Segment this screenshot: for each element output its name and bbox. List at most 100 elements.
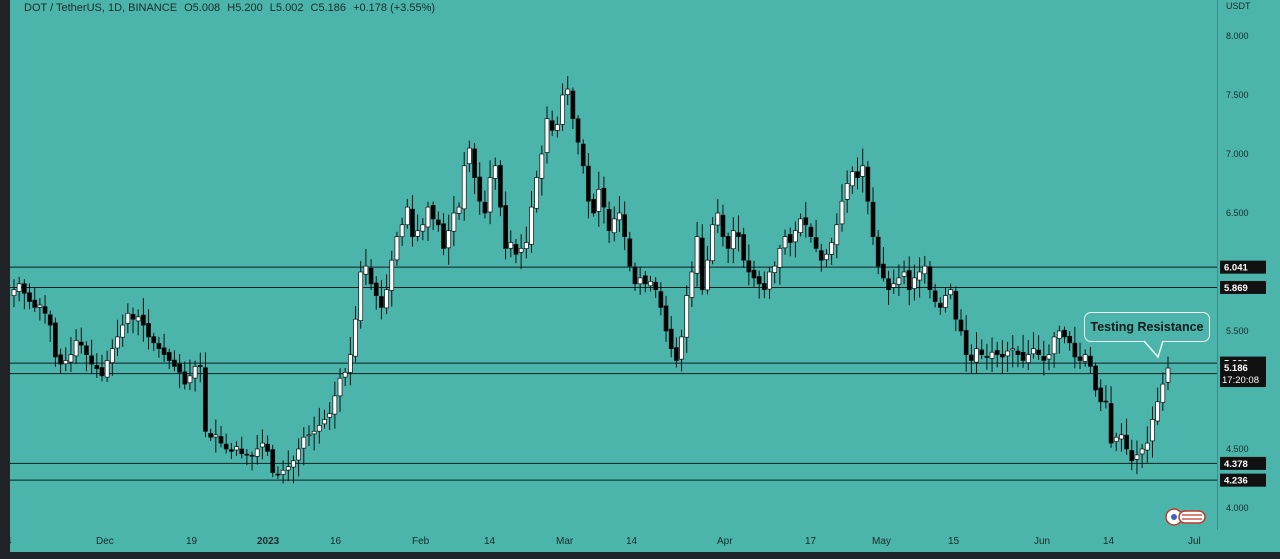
candle-body-up bbox=[534, 177, 540, 209]
candle-165 bbox=[865, 161, 871, 215]
date-tick-11: May bbox=[872, 536, 891, 547]
candle-32 bbox=[177, 354, 182, 389]
candle-body-up bbox=[689, 271, 695, 298]
candle-42 bbox=[228, 442, 234, 460]
candle-24 bbox=[135, 309, 141, 336]
candle-body-down bbox=[580, 143, 586, 167]
candle-body-down bbox=[953, 290, 959, 320]
candle-body-up bbox=[389, 259, 395, 291]
candle-body-down bbox=[498, 165, 503, 208]
candle-body-down bbox=[1015, 350, 1021, 355]
candle-body-up bbox=[596, 189, 602, 212]
candle-5 bbox=[37, 298, 43, 321]
candle-82 bbox=[435, 211, 441, 232]
date-tick-7: Mar bbox=[556, 536, 574, 547]
candle-body-down bbox=[674, 347, 679, 361]
candle-body-down bbox=[32, 299, 38, 308]
candle-body-up bbox=[394, 236, 400, 261]
candle-84 bbox=[446, 214, 452, 265]
level-label-bg bbox=[1220, 280, 1266, 294]
candle-body-down bbox=[932, 290, 938, 302]
candle-49 bbox=[265, 435, 270, 456]
candle-151 bbox=[793, 221, 798, 258]
candle-body-down bbox=[218, 436, 224, 444]
candle-body-up bbox=[115, 336, 120, 349]
candle-190 bbox=[994, 341, 1000, 368]
candle-body-down bbox=[1062, 329, 1067, 338]
candle-body-up bbox=[311, 430, 317, 435]
candle-119 bbox=[627, 231, 633, 272]
high-value: H5.200 bbox=[227, 2, 263, 14]
candle-28 bbox=[156, 336, 162, 358]
candle-body-down bbox=[275, 473, 281, 476]
candle-186 bbox=[974, 332, 979, 374]
candle-body-up bbox=[358, 271, 364, 321]
candle-body-down bbox=[228, 449, 234, 452]
candle-9 bbox=[58, 348, 63, 374]
candle-102 bbox=[539, 145, 545, 196]
candle-body-down bbox=[601, 187, 607, 208]
candle-body-up bbox=[891, 283, 897, 288]
candle-body-down bbox=[58, 354, 63, 365]
candle-body-down bbox=[632, 266, 638, 285]
candle-body-up bbox=[839, 200, 845, 225]
candle-77 bbox=[410, 195, 415, 247]
candle-body-down bbox=[720, 214, 726, 237]
candle-body-up bbox=[492, 165, 498, 179]
level-label-1: 5.869 bbox=[1220, 280, 1266, 294]
candle-body-down bbox=[197, 365, 203, 367]
price-tick-6: 4.000 bbox=[1226, 503, 1249, 513]
candle-132 bbox=[694, 222, 700, 287]
candle-93 bbox=[492, 157, 498, 190]
candle-39 bbox=[213, 419, 219, 453]
candle-208 bbox=[1088, 346, 1093, 374]
candle-114 bbox=[601, 176, 607, 224]
candle-79 bbox=[420, 218, 426, 241]
candle-body-up bbox=[1113, 436, 1119, 442]
candle-89 bbox=[472, 143, 477, 195]
candle-body-up bbox=[363, 265, 369, 275]
candle-173 bbox=[906, 256, 912, 306]
candle-body-down bbox=[606, 209, 612, 232]
candle-body-down bbox=[99, 367, 105, 377]
candle-67 bbox=[358, 260, 364, 329]
candle-body-down bbox=[130, 314, 136, 320]
chart-plot-area[interactable]: DOT / TetherUS, 1D, BINANCE O5.008 H5.20… bbox=[10, 0, 1217, 530]
candle-body-down bbox=[172, 359, 177, 367]
candle-body-up bbox=[1134, 454, 1140, 460]
candle-221 bbox=[1155, 387, 1161, 425]
time-axis[interactable]: 4 Dec 19 2023 16 Feb 14 Mar 14 Apr 17 May 15 Jun 14 Jul bbox=[10, 530, 1280, 552]
candle-body-down bbox=[642, 275, 648, 285]
candle-22 bbox=[125, 303, 131, 334]
candle-body-up bbox=[834, 224, 840, 246]
candle-body-up bbox=[260, 442, 265, 448]
candle-222 bbox=[1160, 372, 1166, 411]
candle-196 bbox=[1025, 339, 1031, 371]
candle-body-up bbox=[342, 371, 348, 378]
candle-body-down bbox=[1072, 342, 1078, 358]
candle-21 bbox=[120, 314, 126, 347]
candle-100 bbox=[529, 190, 534, 253]
candle-88 bbox=[467, 140, 472, 173]
candle-164 bbox=[860, 148, 866, 193]
candle-body-up bbox=[679, 336, 684, 360]
candle-145 bbox=[762, 271, 767, 299]
candle-body-up bbox=[989, 351, 995, 359]
candle-body-down bbox=[177, 363, 182, 373]
price-axis[interactable]: USDT 8.000 7.500 7.000 6.500 5.500 4.500 4.000 6… bbox=[1217, 0, 1280, 530]
candle-body-up bbox=[384, 289, 389, 309]
candle-128 bbox=[674, 337, 679, 368]
candle-29 bbox=[161, 333, 167, 362]
candle-body-down bbox=[699, 237, 705, 291]
candle-body-down bbox=[937, 302, 943, 308]
candle-69 bbox=[368, 259, 374, 290]
candle-body-down bbox=[658, 291, 664, 308]
candle-body-down bbox=[1093, 365, 1098, 391]
tradingview-logo-icon bbox=[1165, 508, 1207, 526]
testing-resistance-callout[interactable]: Testing Resistance bbox=[1084, 312, 1210, 342]
candle-53 bbox=[285, 450, 291, 482]
candle-body-down bbox=[249, 454, 255, 457]
candle-body-up bbox=[456, 206, 462, 214]
date-tick-10: 17 bbox=[805, 536, 817, 547]
candle-94 bbox=[498, 160, 503, 217]
